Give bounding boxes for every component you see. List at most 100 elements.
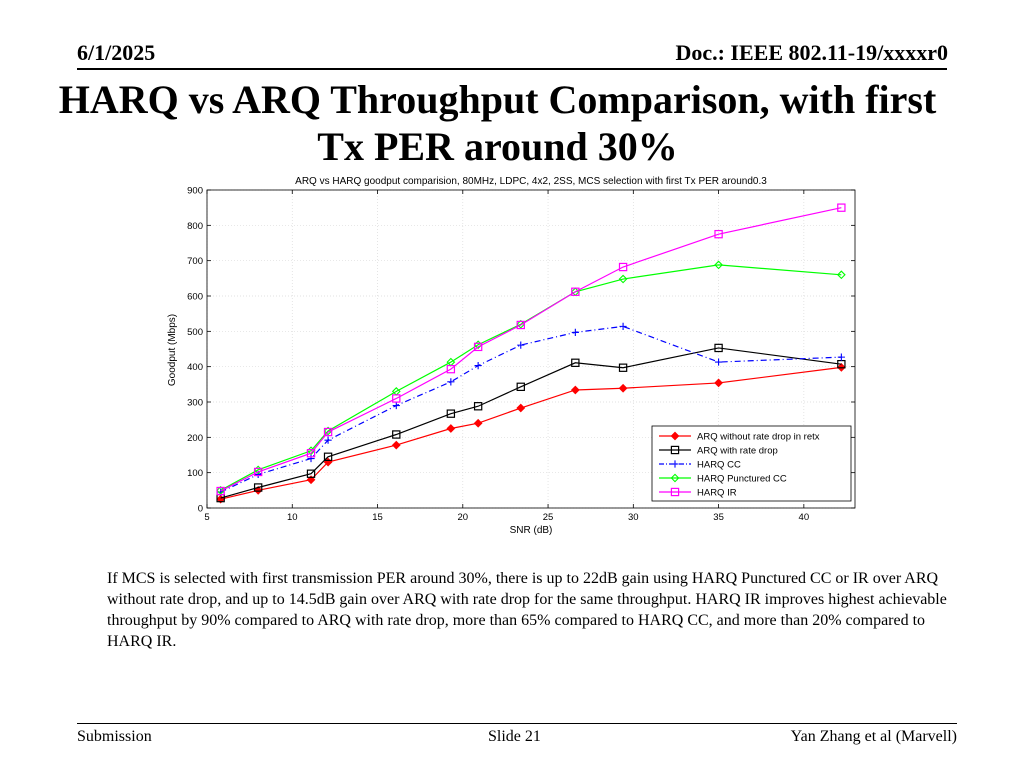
legend-entry: HARQ CC	[659, 460, 741, 471]
summary-paragraph: If MCS is selected with first transmissi…	[107, 570, 947, 650]
header-date: 6/1/2025	[77, 40, 156, 65]
x-tick-label: 5	[204, 512, 209, 523]
y-tick-label: 400	[187, 362, 203, 373]
chart-legend: ARQ without rate drop in retx ARQ with ra…	[651, 425, 852, 502]
legend-marker	[670, 473, 680, 483]
series-line	[220, 207, 842, 492]
series-line	[220, 264, 842, 491]
data-point	[323, 426, 333, 436]
data-point	[516, 403, 526, 413]
y-tick-label: 600	[187, 292, 203, 303]
data-point	[517, 341, 525, 349]
data-point	[446, 409, 456, 418]
footer-submission: Submission	[77, 728, 152, 745]
data-point	[253, 483, 263, 492]
x-tick-label: 30	[628, 512, 639, 523]
data-point	[306, 449, 316, 458]
chart-title: ARQ vs HARQ goodput comparision, 80MHz, …	[295, 176, 767, 187]
y-tick-label: 500	[187, 327, 203, 338]
legend-label: HARQ IR	[697, 488, 737, 499]
data-point	[391, 440, 401, 450]
header-divider	[77, 68, 947, 70]
legend-label: HARQ CC	[697, 460, 741, 471]
y-tick-label: 700	[187, 256, 203, 267]
chart-axes: 5 10 15 20 25 30 35 400100200300400500600700800…	[187, 186, 856, 523]
y-axis-label: Goodput (Mbps)	[167, 314, 178, 386]
legend-marker	[670, 487, 680, 497]
data-point	[619, 322, 627, 330]
y-tick-label: 100	[187, 468, 203, 479]
data-point	[618, 274, 628, 284]
data-point	[473, 342, 483, 352]
footer-divider	[77, 723, 957, 724]
data-point	[571, 358, 580, 367]
data-point	[837, 203, 846, 212]
legend-entry: HARQ IR	[659, 488, 737, 499]
series-2	[216, 343, 846, 503]
data-point	[516, 382, 525, 392]
data-point	[216, 485, 226, 495]
data-point	[323, 452, 333, 461]
data-point	[324, 436, 332, 444]
y-tick-label: 200	[187, 433, 203, 444]
legend-label: ARQ without rate drop in retx	[697, 432, 820, 443]
legend-marker	[670, 431, 680, 441]
x-tick-label: 40	[799, 512, 810, 523]
legend-marker	[670, 445, 680, 455]
data-point	[836, 270, 846, 280]
data-point	[714, 378, 723, 388]
x-tick-label: 15	[372, 512, 383, 523]
data-point	[714, 343, 723, 353]
data-point	[714, 260, 723, 270]
x-tick-label: 20	[458, 512, 469, 523]
footer-slide-number: Slide 21	[488, 728, 541, 745]
x-tick-label: 10	[287, 512, 298, 523]
data-point	[446, 364, 456, 374]
data-point	[516, 320, 525, 330]
data-point	[306, 475, 316, 485]
data-point	[216, 486, 225, 496]
data-point	[571, 328, 579, 336]
y-tick-label: 0	[198, 504, 203, 515]
data-point	[253, 467, 263, 477]
data-point	[392, 430, 401, 439]
data-point	[447, 378, 455, 386]
chart-series	[216, 203, 846, 504]
data-point	[570, 385, 580, 395]
data-point	[323, 427, 333, 437]
data-point	[446, 424, 456, 433]
legend-label: HARQ Punctured CC	[697, 474, 787, 485]
series-line	[220, 366, 842, 500]
data-point	[392, 394, 401, 403]
series-5	[216, 203, 846, 496]
data-point	[571, 287, 580, 296]
data-point	[618, 262, 628, 272]
data-point	[307, 454, 315, 463]
data-point	[474, 362, 482, 370]
data-point	[306, 469, 316, 478]
series-line	[220, 347, 842, 499]
data-point	[473, 418, 483, 428]
y-tick-label: 300	[187, 398, 203, 409]
slide-title: HARQ vs ARQ Throughput Comparison, with …	[58, 77, 937, 169]
legend-marker	[671, 460, 679, 468]
data-point	[618, 363, 628, 372]
x-tick-label: 35	[713, 512, 724, 523]
data-point	[618, 383, 628, 393]
x-axis-label: SNR (dB)	[510, 525, 553, 536]
legend-entry: ARQ without rate drop in retx	[659, 432, 820, 443]
y-tick-label: 900	[187, 186, 203, 197]
series-line	[220, 325, 842, 493]
legend-box	[651, 425, 852, 502]
plot-frame	[206, 189, 856, 509]
data-point	[714, 358, 723, 366]
series-3	[217, 322, 845, 496]
x-tick-label: 25	[543, 512, 554, 523]
data-point	[837, 353, 845, 361]
data-point	[392, 401, 400, 410]
data-point	[714, 229, 723, 239]
data-point	[473, 402, 483, 411]
legend-label: ARQ with rate drop	[697, 446, 778, 457]
data-point	[253, 485, 263, 495]
y-tick-label: 800	[187, 221, 203, 232]
